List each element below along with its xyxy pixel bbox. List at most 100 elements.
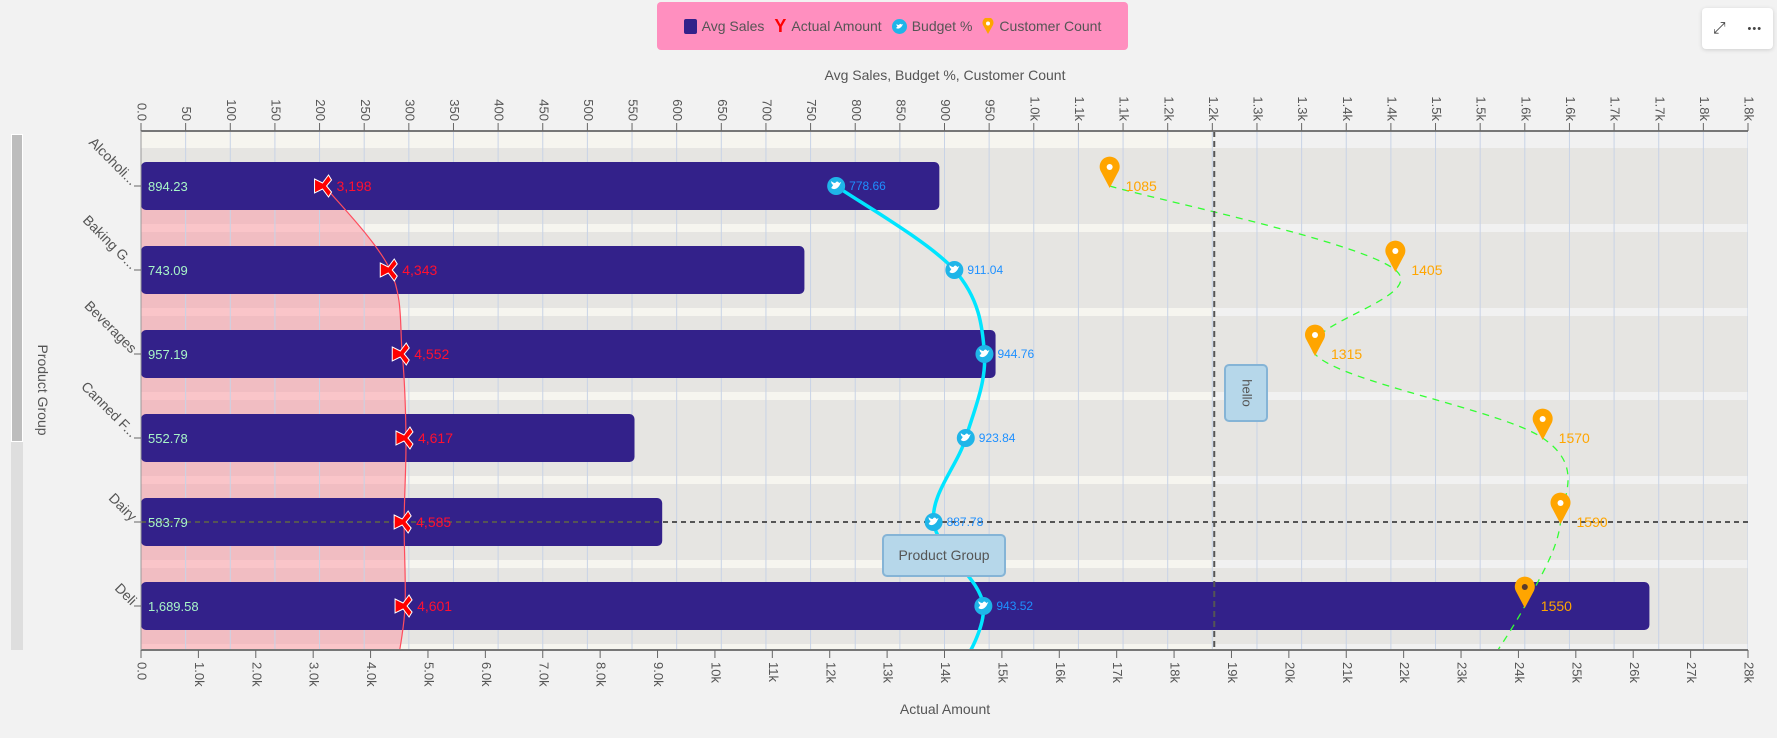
customer-count-label: 1550 [1541, 598, 1572, 614]
top-axis-tick-label: 950 [983, 99, 998, 121]
actual-amount-marker-icon [314, 174, 333, 198]
bottom-axis-tick-label: 13k [881, 662, 896, 683]
avg-sales-bar [141, 246, 805, 294]
top-axis-tick-label: 250 [358, 99, 373, 121]
top-axis-tick-label: 850 [893, 99, 908, 121]
customer-count-label: 1570 [1559, 430, 1590, 446]
legend-item-budget[interactable]: Budget % [891, 18, 972, 34]
map-pin-marker-icon [1385, 240, 1406, 272]
bottom-axis-tick-label: 22k [1397, 662, 1412, 683]
category-label: Alcoholi... [86, 134, 140, 188]
top-axis-tick-label: 1.4k [1340, 96, 1355, 121]
top-axis-tick-label: 1.6k [1563, 96, 1578, 121]
bottom-axis-tick-label: 23k [1455, 662, 1470, 683]
bottom-axis-tick-label: 28k [1742, 662, 1757, 683]
budget-label: 943.52 [996, 599, 1033, 613]
bottom-axis-tick-label: 27k [1684, 662, 1699, 683]
top-axis-tick-label: 500 [581, 99, 596, 121]
top-axis-tick-label: 800 [849, 99, 864, 121]
map-pin-dot [1312, 332, 1319, 338]
category-label: Deli [112, 580, 140, 608]
bottom-axis-tick-label: 14k [938, 662, 953, 683]
avg-sales-bar [141, 414, 635, 462]
map-pin-dot [1106, 164, 1113, 170]
horizontal-tooltip: Product Group [882, 534, 1006, 577]
top-axis-tick-label: 1.7k [1652, 96, 1667, 121]
map-pin-icon [982, 18, 994, 34]
top-axis-tick-label: 1.0k [1027, 96, 1042, 121]
avg-sales-label: 583.79 [148, 515, 188, 530]
bottom-axis-tick-label: 19k [1225, 662, 1240, 683]
customer-count-label: 1315 [1331, 346, 1362, 362]
category-label: Canned F... [78, 378, 140, 440]
twitter-bird-glyph-icon [831, 181, 842, 190]
top-axis-tick-label: 700 [760, 99, 775, 121]
map-pin-marker-icon [1099, 156, 1120, 188]
budget-label: 778.66 [849, 179, 886, 193]
actual-amount-marker-icon [393, 510, 412, 534]
bottom-axis-tick-label: 24k [1512, 662, 1527, 683]
budget-label: 923.84 [979, 431, 1016, 445]
avg-sales-label: 1,689.58 [148, 599, 199, 614]
top-axis-tick-label: 100 [224, 99, 239, 121]
category-scrollbar-thumb[interactable] [11, 134, 23, 442]
top-axis-tick-label: 900 [938, 99, 953, 121]
map-pin-dot [1539, 416, 1546, 422]
customer-count-label: 1405 [1411, 262, 1442, 278]
avg-sales-bar [141, 582, 1650, 630]
top-axis-tick-label: 750 [804, 99, 819, 121]
legend: Avg Sales Y Actual Amount Budget % Custo… [657, 2, 1128, 50]
bottom-axis-tick-label: 15k [995, 662, 1010, 683]
bottom-axis-tick-label: 7.0k [536, 662, 551, 687]
customer-count-line [1109, 185, 1569, 650]
bottom-axis-tick-label: 10k [708, 662, 723, 683]
actual-amount-label: 4,585 [416, 514, 451, 530]
actual-amount-marker-icon [395, 426, 414, 450]
top-axis-tick-label: 600 [670, 99, 685, 121]
top-axis-tick-label: 1.8k [1742, 96, 1757, 121]
twitter-bird-icon [891, 18, 907, 34]
bar-swatch-icon [683, 18, 697, 34]
legend-item-actual-amount[interactable]: Y Actual Amount [774, 16, 881, 37]
actual-amount-label: 4,552 [414, 346, 449, 362]
map-pin-marker-icon [1514, 576, 1535, 608]
budget-label: 911.04 [967, 263, 1003, 277]
y-marker-icon: Y [774, 15, 787, 36]
more-options-button[interactable]: ••• [1747, 22, 1763, 35]
top-axis-tick-label: 1.7k [1608, 96, 1623, 121]
legend-label: Customer Count [999, 18, 1102, 34]
bottom-axis-tick-label: 1.0k [192, 662, 207, 687]
twitter-bird-glyph-icon [978, 601, 989, 610]
top-axis-tick-label: 350 [447, 99, 462, 121]
bottom-axis-tick-label: 26k [1627, 662, 1642, 683]
map-pin-marker-icon [1550, 492, 1571, 524]
budget-label: 887.78 [947, 515, 984, 529]
actual-amount-marker-icon [379, 258, 398, 282]
twitter-bird-glyph-icon [928, 517, 939, 526]
customer-count-label: 1590 [1577, 514, 1608, 530]
map-pin-marker-icon [1305, 324, 1326, 356]
bottom-axis-tick-label: 0.0 [135, 662, 150, 680]
customer-count-label: 1085 [1126, 178, 1157, 194]
top-axis-tick-label: 0.0 [135, 103, 150, 121]
top-axis-title: Avg Sales, Budget %, Customer Count [825, 67, 1066, 83]
top-axis-tick-label: 1.5k [1474, 96, 1489, 121]
top-axis-tick-label: 150 [268, 99, 283, 121]
top-axis-tick-label: 1.2k [1161, 96, 1176, 121]
top-axis-tick-label: 1.1k [1117, 96, 1132, 121]
top-axis-tick-label: 1.3k [1251, 96, 1266, 121]
legend-label: Actual Amount [791, 18, 882, 34]
map-pin-dot [1557, 500, 1564, 506]
chart-toolbar: ⤢ ••• [1702, 8, 1773, 49]
bottom-axis-tick-label: 17k [1110, 662, 1125, 683]
legend-item-customer-count[interactable]: Customer Count [982, 18, 1101, 34]
expand-icon[interactable]: ⤢ [1712, 19, 1726, 37]
avg-sales-bar [141, 162, 940, 210]
avg-sales-bar [141, 330, 996, 378]
legend-item-avg-sales[interactable]: Avg Sales [683, 18, 764, 34]
twitter-bird-glyph-icon [960, 433, 971, 442]
bottom-axis-tick-label: 11k [766, 662, 781, 682]
actual-amount-label: 4,343 [402, 262, 437, 278]
actual-amount-marker-icon [394, 594, 413, 618]
